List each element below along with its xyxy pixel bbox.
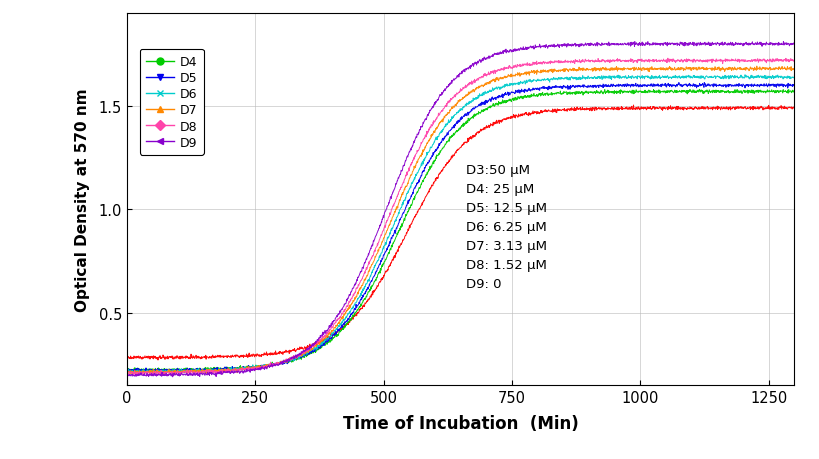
- Text: D3:50 μM
D4: 25 μM
D5: 12.5 μM
D6: 6.25 μM
D7: 3.13 μM
D8: 1.52 μM
D9: 0: D3:50 μM D4: 25 μM D5: 12.5 μM D6: 6.25 …: [466, 163, 547, 290]
- Legend: D4, D5, D6, D7, D8, D9: D4, D5, D6, D7, D8, D9: [140, 50, 204, 156]
- X-axis label: Time of Incubation  (Min): Time of Incubation (Min): [343, 414, 578, 431]
- Y-axis label: Optical Density at 570 nm: Optical Density at 570 nm: [75, 88, 90, 311]
